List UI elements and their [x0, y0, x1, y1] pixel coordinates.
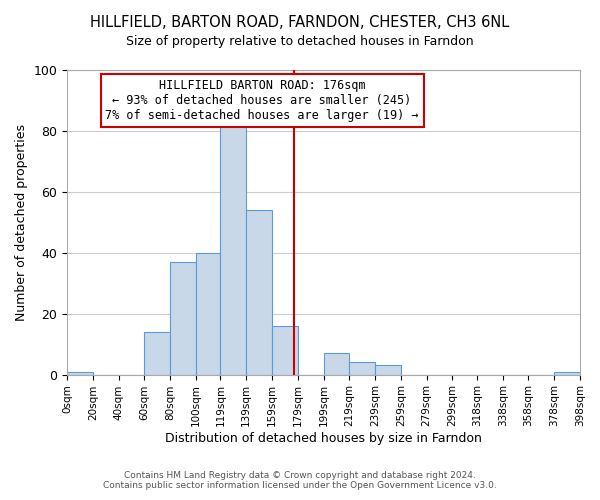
Text: Size of property relative to detached houses in Farndon: Size of property relative to detached ho… — [126, 35, 474, 48]
Bar — [554, 372, 580, 374]
Y-axis label: Number of detached properties: Number of detached properties — [15, 124, 28, 321]
Bar — [272, 326, 298, 374]
Bar — [323, 354, 349, 374]
Bar — [349, 362, 375, 374]
Bar — [170, 262, 196, 374]
Bar — [145, 332, 170, 374]
Text: HILLFIELD BARTON ROAD: 176sqm
← 93% of detached houses are smaller (245)
7% of s: HILLFIELD BARTON ROAD: 176sqm ← 93% of d… — [105, 79, 419, 122]
X-axis label: Distribution of detached houses by size in Farndon: Distribution of detached houses by size … — [165, 432, 482, 445]
Bar — [375, 366, 401, 374]
Bar — [246, 210, 272, 374]
Bar — [220, 118, 246, 374]
Text: Contains HM Land Registry data © Crown copyright and database right 2024.
Contai: Contains HM Land Registry data © Crown c… — [103, 470, 497, 490]
Text: HILLFIELD, BARTON ROAD, FARNDON, CHESTER, CH3 6NL: HILLFIELD, BARTON ROAD, FARNDON, CHESTER… — [91, 15, 509, 30]
Bar — [196, 253, 220, 374]
Bar — [67, 372, 93, 374]
